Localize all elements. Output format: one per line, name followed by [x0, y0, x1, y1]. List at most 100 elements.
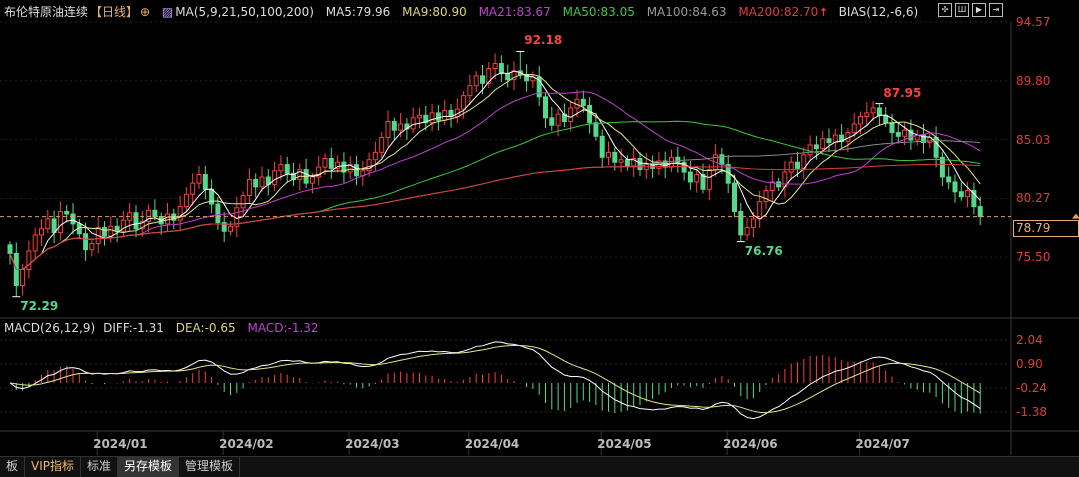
ma21-line	[9, 91, 981, 270]
tab-template[interactable]: 板	[0, 457, 26, 477]
candle-down	[946, 176, 952, 183]
playback-icon[interactable]: ▶	[972, 3, 986, 17]
tab-save-template[interactable]: 另存模板	[118, 457, 180, 477]
candle-down	[70, 213, 76, 225]
candle-down	[599, 135, 605, 158]
toolbar: ✣ Ш ▶ ⇥	[938, 3, 1003, 17]
candle-up	[39, 228, 44, 236]
date-label: 2024/02	[219, 437, 274, 451]
exit-icon[interactable]: ⇥	[989, 3, 1003, 17]
bias-label: BIAS(12,-6,6)	[838, 5, 919, 19]
candle-up	[165, 213, 170, 225]
candle-down	[284, 164, 290, 174]
candle-up	[190, 182, 196, 195]
template-tabs: 板 VIP指标 标准 另存模板 管理模板	[0, 456, 1079, 477]
low-annotation: 72.29	[20, 298, 59, 313]
chart-header: 布伦特原油连续 【日线】 ⊕ ▨ MA(5,9,21,50,100,200) MA5:…	[4, 3, 926, 21]
candle-down	[133, 212, 139, 230]
candle-down	[593, 122, 599, 137]
candle-down	[215, 203, 221, 224]
candle-down	[637, 157, 643, 171]
dea-value: DEA:-0.65	[175, 321, 236, 335]
candle-down	[114, 225, 120, 232]
candle-down	[480, 75, 485, 84]
candle-down	[675, 156, 681, 163]
last-price-tag: 78.79	[1013, 220, 1079, 237]
candle-up	[744, 227, 750, 236]
ma-settings-icon[interactable]: ▨	[161, 5, 174, 19]
candle-up	[417, 114, 422, 119]
low-annotation: 76.76	[744, 243, 783, 258]
candle-up	[965, 190, 971, 198]
tab-vip-indicators[interactable]: VIP指标	[25, 457, 82, 477]
candle-down	[587, 104, 593, 124]
candle-down	[543, 96, 548, 119]
candle-down	[328, 157, 334, 169]
candle-up	[246, 178, 252, 196]
instrument-title: 布伦特原油连续	[4, 5, 89, 19]
macd-label: MACD(26,12,9)	[4, 321, 96, 335]
macd-tick: -1.38	[1016, 405, 1048, 420]
candle-up	[568, 107, 574, 123]
candle-up	[335, 161, 341, 169]
candle-down	[580, 98, 586, 106]
candle-down	[732, 182, 737, 213]
price-tick: 80.27	[1016, 191, 1051, 206]
candle-down	[895, 132, 901, 137]
candle-down	[102, 227, 107, 237]
candle-up	[858, 116, 863, 125]
candle-up	[429, 112, 435, 124]
period-label[interactable]: 【日线】	[90, 5, 139, 19]
candle-down	[738, 211, 744, 236]
candle-up	[45, 218, 51, 230]
candle-down	[64, 211, 70, 215]
macd-tick: 2.04	[1016, 333, 1043, 348]
tab-standard[interactable]: 标准	[81, 457, 119, 477]
ma200-value: MA200:82.70	[738, 5, 819, 19]
candle-up	[851, 123, 857, 134]
crosshair-tool-icon[interactable]: ✣	[938, 3, 952, 17]
candle-down	[700, 174, 706, 190]
candle-up	[631, 157, 637, 167]
candle-down	[391, 121, 397, 131]
candle-up	[706, 169, 712, 190]
ma200-line	[9, 163, 981, 270]
candle-up	[473, 75, 479, 87]
chart-type-icon[interactable]: Ш	[955, 3, 969, 17]
date-label: 2024/05	[597, 437, 652, 451]
candle-up	[694, 174, 700, 183]
crosshair-icon[interactable]: ⊕	[140, 5, 151, 19]
candle-up	[864, 112, 870, 118]
candle-down	[883, 114, 889, 124]
macd-value: MACD:-1.32	[247, 321, 319, 335]
candle-up	[769, 181, 775, 192]
candle-up	[177, 206, 183, 221]
candle-up	[196, 174, 202, 184]
candle-up	[492, 63, 498, 69]
tab-manage-templates[interactable]: 管理模板	[179, 457, 241, 477]
price-marker-icon	[1072, 213, 1079, 219]
candle-up	[763, 190, 769, 203]
candle-up	[442, 109, 448, 121]
candle-down	[813, 144, 819, 150]
candle-up	[807, 144, 813, 156]
ma50-line	[9, 120, 981, 270]
ma-label: MA(5,9,21,50,100,200)	[175, 5, 314, 19]
candle-up	[788, 161, 794, 173]
candle-up	[139, 220, 145, 230]
date-label: 2024/07	[855, 437, 910, 451]
high-annotation: 92.18	[524, 33, 563, 48]
date-label: 2024/04	[464, 437, 520, 451]
candle-down	[561, 113, 567, 123]
candle-down	[939, 156, 945, 178]
price-tick: 75.50	[1016, 250, 1051, 265]
ma21-value: MA21:83.67	[478, 5, 551, 19]
candle-up	[385, 121, 391, 139]
candle-up	[228, 225, 233, 232]
candle-down	[977, 206, 983, 218]
diff-value: DIFF:-1.31	[103, 321, 164, 335]
candle-up	[20, 268, 26, 286]
candle-down	[958, 191, 964, 198]
candle-up	[750, 218, 756, 229]
